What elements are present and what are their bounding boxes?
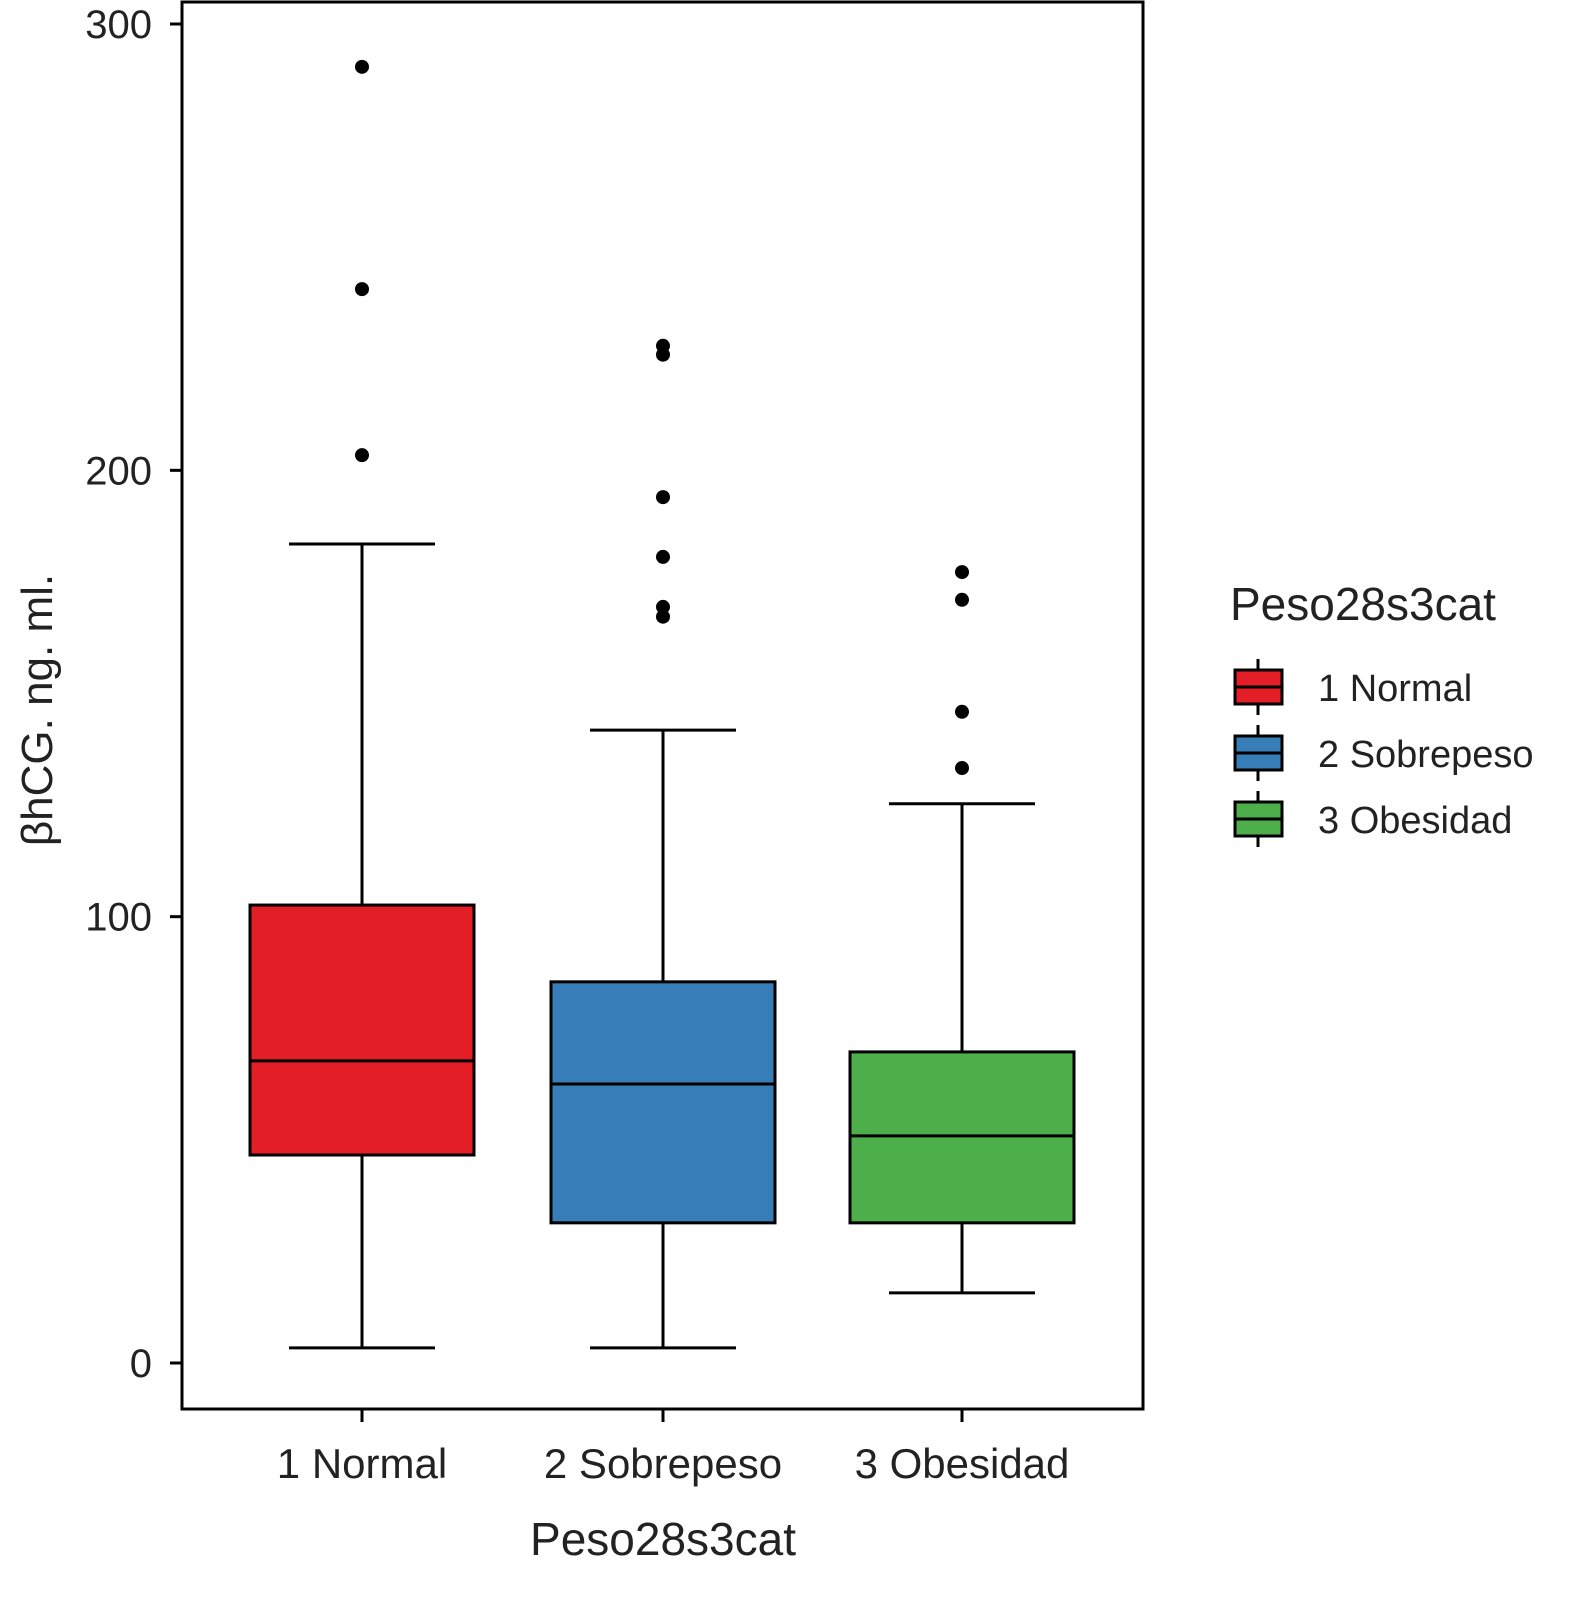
- legend-item-3: 3 Obesidad: [1233, 791, 1512, 847]
- box-2: [549, 338, 777, 1350]
- y-tick-label: 100: [85, 896, 152, 940]
- y-axis: 0 100 200 300: [85, 3, 182, 1386]
- outlier-point: [656, 549, 670, 564]
- iqr-box: [848, 1050, 1076, 1225]
- iqr-box: [248, 903, 476, 1157]
- box-1: [248, 59, 476, 1350]
- box-3: [848, 565, 1076, 1295]
- outlier-point: [656, 599, 670, 614]
- y-axis-title: βhCG. ng. ml.: [13, 574, 62, 846]
- outlier-point: [955, 704, 969, 719]
- x-axis: 1 Normal 2 Sobrepeso 3 Obesidad: [277, 1409, 1070, 1487]
- legend-item-1: 1 Normal: [1233, 659, 1472, 715]
- outlier-point: [955, 761, 969, 776]
- x-tick-label: 2 Sobrepeso: [544, 1440, 782, 1487]
- y-tick-label: 300: [85, 3, 152, 47]
- x-tick-label: 3 Obesidad: [855, 1440, 1070, 1487]
- y-tick-label: 200: [85, 449, 152, 493]
- y-tick-label: 0: [130, 1342, 152, 1386]
- outlier-point: [656, 490, 670, 505]
- iqr-box: [549, 980, 777, 1225]
- boxes: [248, 59, 1076, 1350]
- outlier-point: [355, 59, 369, 74]
- legend-title: Peso28s3cat: [1230, 578, 1496, 630]
- outlier-point: [355, 448, 369, 463]
- legend-label: 3 Obesidad: [1318, 800, 1512, 842]
- x-tick-label: 1 Normal: [277, 1440, 447, 1487]
- outlier-point: [656, 347, 670, 362]
- outlier-point: [355, 282, 369, 297]
- outlier-point: [955, 592, 969, 607]
- legend-item-2: 2 Sobrepeso: [1233, 725, 1534, 781]
- outlier-point: [656, 609, 670, 624]
- x-axis-title: Peso28s3cat: [530, 1513, 796, 1565]
- outlier-point: [955, 565, 969, 580]
- legend-label: 2 Sobrepeso: [1318, 734, 1534, 776]
- legend: Peso28s3cat 1 Normal 2 Sobrepeso 3 Obesida…: [1230, 578, 1534, 847]
- legend-label: 1 Normal: [1318, 668, 1472, 710]
